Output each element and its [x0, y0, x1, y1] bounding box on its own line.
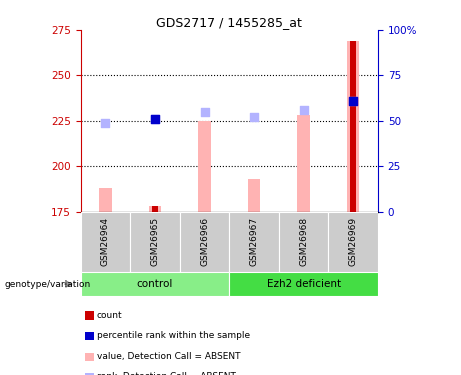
Text: GSM26965: GSM26965 [150, 217, 160, 266]
Text: GSM26968: GSM26968 [299, 217, 308, 266]
Bar [229, 212, 279, 272]
Bar [81, 272, 230, 296]
Bar [99, 188, 112, 212]
Text: count: count [97, 310, 123, 320]
Bar [350, 41, 356, 212]
Point [151, 116, 159, 122]
Point [201, 109, 208, 115]
Point [250, 114, 258, 120]
Bar [297, 116, 310, 212]
Title: GDS2717 / 1455285_at: GDS2717 / 1455285_at [156, 16, 302, 29]
Text: GSM26966: GSM26966 [200, 217, 209, 266]
Text: value, Detection Call = ABSENT: value, Detection Call = ABSENT [97, 352, 240, 361]
Point [349, 98, 357, 104]
Bar [130, 212, 180, 272]
Bar [279, 212, 328, 272]
Bar [198, 121, 211, 212]
Bar [149, 206, 161, 212]
Text: Ezh2 deficient: Ezh2 deficient [266, 279, 341, 289]
Bar [81, 212, 130, 272]
Text: control: control [137, 279, 173, 289]
Text: GSM26964: GSM26964 [101, 217, 110, 266]
Point [349, 98, 357, 104]
Text: GSM26967: GSM26967 [249, 217, 259, 266]
Bar [229, 272, 378, 296]
Point [102, 120, 109, 126]
Bar [152, 206, 158, 212]
Text: GSM26969: GSM26969 [349, 217, 358, 266]
Bar [328, 212, 378, 272]
Bar [180, 212, 229, 272]
Text: rank, Detection Call = ABSENT: rank, Detection Call = ABSENT [97, 372, 236, 375]
Text: genotype/variation: genotype/variation [5, 280, 91, 289]
Point [151, 116, 159, 122]
Bar [347, 41, 360, 212]
Bar [248, 179, 260, 212]
Point [300, 107, 307, 113]
Text: percentile rank within the sample: percentile rank within the sample [97, 331, 250, 340]
